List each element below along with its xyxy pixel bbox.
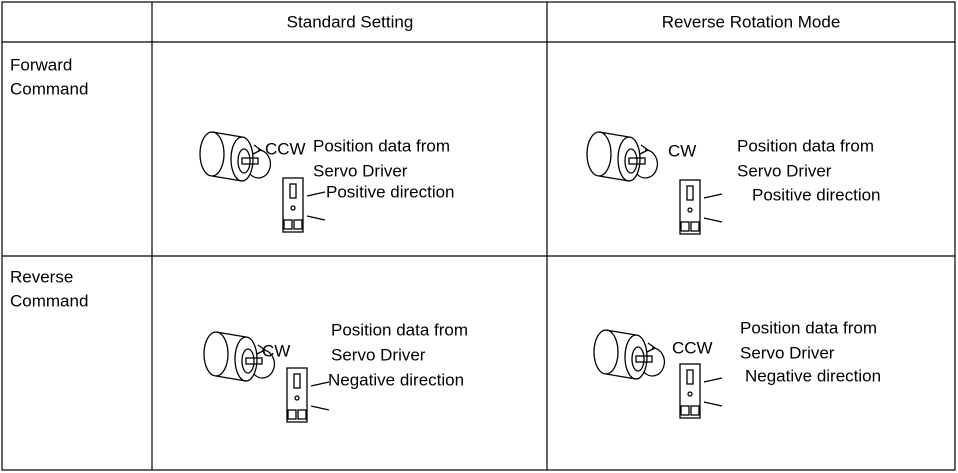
rotation-label: CCW bbox=[265, 139, 306, 158]
position-text: Servo Driver bbox=[313, 161, 408, 180]
rotation-label: CW bbox=[668, 141, 696, 160]
direction-text: Positive direction bbox=[752, 185, 881, 204]
driver-icon bbox=[286, 367, 330, 423]
row-label: Forward bbox=[10, 55, 72, 74]
motor-icon bbox=[593, 329, 666, 380]
driver-icon bbox=[679, 179, 723, 235]
direction-text: Negative direction bbox=[745, 366, 881, 385]
rotation-label: CW bbox=[262, 341, 290, 360]
direction-text: Negative direction bbox=[328, 370, 464, 389]
column-header: Reverse Rotation Mode bbox=[662, 12, 841, 31]
row-label: Reverse bbox=[10, 267, 73, 286]
position-text: Position data from bbox=[740, 318, 877, 337]
position-text: Servo Driver bbox=[331, 345, 426, 364]
row-label: Command bbox=[10, 79, 88, 98]
rotation-label: CCW bbox=[672, 338, 713, 357]
driver-icon bbox=[282, 177, 326, 233]
row-label: Command bbox=[10, 291, 88, 310]
motor-icon bbox=[199, 131, 272, 182]
direction-text: Positive direction bbox=[326, 182, 455, 201]
motor-icon bbox=[586, 131, 659, 182]
position-text: Servo Driver bbox=[737, 161, 832, 180]
driver-icon bbox=[679, 363, 723, 419]
position-text: Position data from bbox=[331, 320, 468, 339]
position-text: Servo Driver bbox=[740, 343, 835, 362]
column-header: Standard Setting bbox=[287, 12, 414, 31]
position-text: Position data from bbox=[313, 136, 450, 155]
position-text: Position data from bbox=[737, 136, 874, 155]
